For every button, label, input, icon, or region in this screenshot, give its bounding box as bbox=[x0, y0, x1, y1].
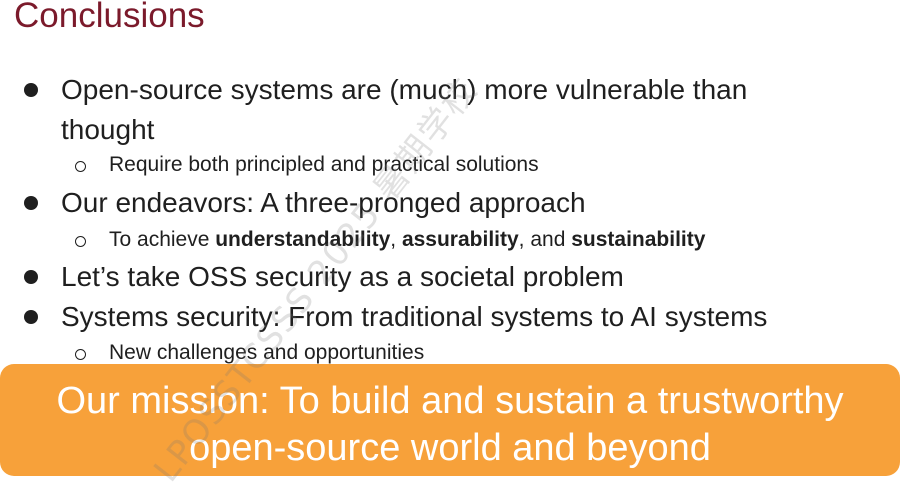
slide-title: Conclusions bbox=[14, 0, 205, 35]
bullet-text: thought bbox=[61, 114, 155, 145]
mission-banner: Our mission: To build and sustain a trus… bbox=[0, 364, 900, 476]
bullet-text: Let’s take OSS security as a societal pr… bbox=[61, 261, 624, 292]
bullet-dot-icon bbox=[24, 310, 38, 324]
sub-bullet-text: New challenges and opportunities bbox=[109, 341, 425, 364]
sub-bullet-text: To achieve understandability, assurabili… bbox=[109, 228, 706, 251]
mission-line-1: Our mission: To build and sustain a trus… bbox=[56, 380, 844, 422]
bullet-dot-icon bbox=[24, 196, 38, 210]
keyword-understandability: understandability bbox=[215, 228, 391, 251]
bullet-text: Our endeavors: A three-pronged approach bbox=[61, 187, 586, 218]
bullet-text: Open-source systems are (much) more vuln… bbox=[61, 74, 748, 105]
sub-bullet-circle-icon bbox=[75, 349, 86, 360]
bullet-dot-icon bbox=[24, 270, 38, 284]
sub-bullet-text: Require both principled and practical so… bbox=[109, 153, 539, 176]
mission-line-2: open-source world and beyond bbox=[189, 427, 711, 469]
sub-bullet-circle-icon bbox=[75, 236, 86, 247]
keyword-sustainability: sustainability bbox=[571, 228, 706, 251]
bullet-dot-icon bbox=[24, 83, 38, 97]
bullet-text: Systems security: From traditional syste… bbox=[61, 301, 768, 332]
keyword-assurability: assurability bbox=[401, 228, 519, 251]
sub-bullet-circle-icon bbox=[75, 161, 86, 172]
